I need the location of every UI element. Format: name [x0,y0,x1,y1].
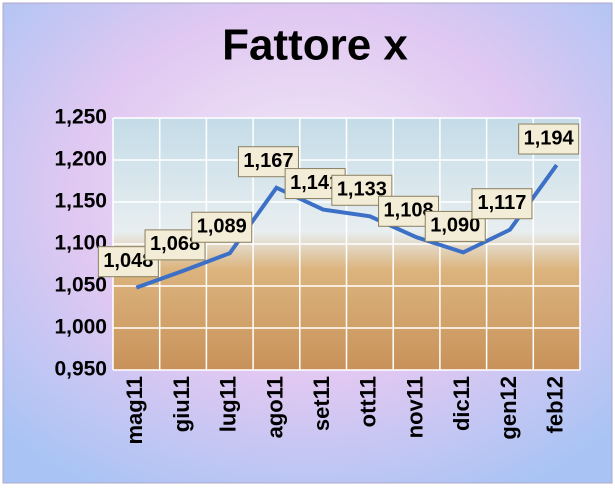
y-tick-label: 1,000 [54,316,107,339]
x-tick-label: gen12 [496,376,521,440]
value-label: 1,117 [477,192,526,214]
x-tick-label: mag11 [122,376,147,445]
y-tick-label: 1,150 [54,190,107,213]
x-tick-label: ott11 [356,376,381,427]
x-tick-label: dic11 [449,376,474,431]
y-tick-label: 0,950 [54,358,107,381]
value-label: 1,089 [197,216,247,238]
x-tick-label: lug11 [216,376,241,432]
y-tick-label: 1,250 [54,106,107,129]
chart: Fattore x 0,9501,0001,0501,1001,1501,200… [0,0,615,486]
value-label: 1,194 [524,127,575,149]
x-tick-label: set11 [309,376,334,431]
x-tick-label: giu11 [169,376,194,432]
x-tick-label: nov11 [402,376,427,438]
y-tick-label: 1,200 [54,148,107,171]
x-tick-label: feb12 [542,376,567,433]
chart-title: Fattore x [222,21,408,70]
x-tick-label: ago11 [262,376,287,438]
